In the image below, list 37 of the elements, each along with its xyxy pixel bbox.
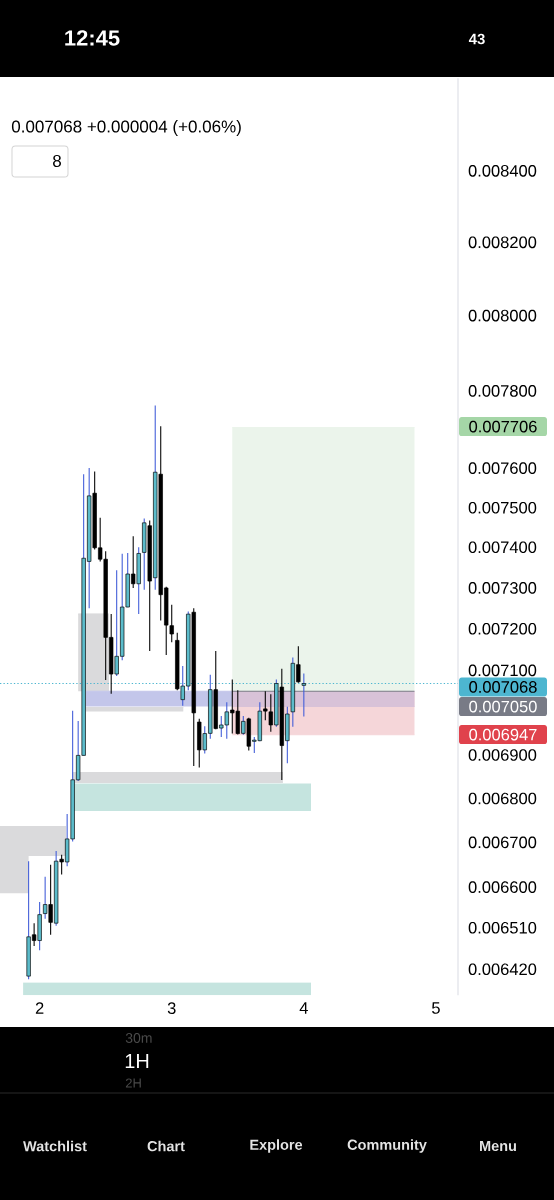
y-tick-label: 0.006420 (468, 963, 537, 976)
text: 2H (125, 1078, 141, 1088)
text: 0.007068 +0.000004 (+0.06%) (11, 120, 241, 136)
y-tick-label: 0.006510 (468, 921, 537, 934)
text: Chart (147, 1140, 185, 1152)
y-tick-label: 0.008200 (468, 236, 537, 249)
text: Explore (250, 1139, 303, 1153)
text: Watchlist (23, 1140, 87, 1152)
y-tick-label: 0.008400 (468, 164, 537, 177)
text: 30m (125, 1033, 152, 1043)
x-tick-label: 2 (35, 1002, 44, 1014)
text: 12:45 (65, 30, 120, 46)
text: 1H (125, 1054, 149, 1068)
y-tick-label: 0.006600 (468, 881, 537, 893)
annotation: 8 (53, 154, 61, 168)
candlestick (301, 672, 306, 718)
y-tick-label: 0.007300 (468, 582, 537, 594)
ref-line-label: 0.007068 (469, 681, 537, 693)
y-tick-label: 0.007400 (468, 541, 537, 554)
text: 0.007050 (469, 700, 537, 713)
y-tick-label: 0.006700 (468, 836, 537, 849)
x-tick-label: 4 (299, 1002, 308, 1014)
y-tick-label: 0.008000 (468, 309, 537, 322)
y-tick-label: 0.006800 (468, 792, 537, 805)
text: Community (347, 1139, 427, 1153)
y-tick-label: 0.007100 (468, 664, 537, 677)
text: 0.007706 (469, 420, 537, 433)
y-tick-label: 0.007200 (468, 622, 537, 635)
y-tick-label: 0.007600 (468, 462, 537, 474)
x-tick-label: 3 (167, 1002, 176, 1014)
x-tick-label: 5 (432, 1002, 440, 1014)
y-tick-label: 0.006900 (468, 749, 537, 761)
y-tick-label: 0.007800 (468, 385, 537, 397)
text: 43 (468, 33, 485, 45)
text: Menu (480, 1140, 516, 1152)
text: 0.006947 (469, 728, 537, 741)
y-tick-label: 0.007500 (468, 501, 537, 514)
